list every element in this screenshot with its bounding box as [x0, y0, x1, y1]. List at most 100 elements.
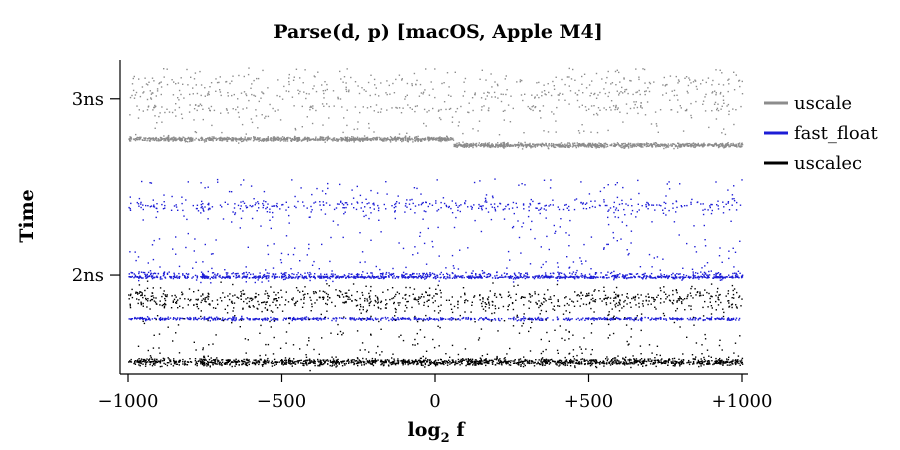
data-point [510, 318, 512, 320]
data-point [327, 317, 329, 320]
data-point [471, 276, 473, 279]
data-point [564, 83, 566, 86]
data-point [237, 139, 239, 141]
data-point [140, 206, 142, 209]
data-point [516, 81, 518, 83]
data-point [627, 277, 630, 279]
data-point [549, 272, 552, 275]
data-point [166, 108, 168, 110]
data-point [258, 140, 260, 142]
data-point [572, 142, 574, 144]
data-point [580, 273, 583, 275]
data-point [496, 274, 498, 277]
data-point [643, 68, 646, 71]
data-point [696, 143, 698, 146]
data-point [201, 205, 203, 208]
data-point [507, 142, 509, 144]
data-point [364, 206, 366, 208]
data-point [582, 144, 584, 147]
data-point [262, 202, 264, 205]
data-point [434, 319, 436, 321]
data-point [735, 317, 738, 319]
data-point [162, 208, 165, 210]
data-point [588, 84, 591, 86]
data-point [195, 137, 197, 140]
data-point [159, 278, 162, 280]
data-point [731, 194, 734, 196]
data-point [219, 276, 221, 278]
data-point [255, 109, 257, 111]
data-point [447, 206, 450, 209]
data-point [667, 146, 670, 148]
data-point [348, 273, 350, 275]
data-point [363, 277, 365, 279]
data-point [219, 274, 221, 277]
data-point [264, 317, 266, 319]
data-point [245, 93, 247, 95]
data-point [391, 316, 394, 319]
data-point [211, 136, 213, 138]
data-point [406, 82, 409, 85]
data-point [599, 91, 601, 94]
data-point [380, 108, 383, 110]
data-point [183, 136, 185, 139]
data-point [288, 214, 290, 217]
data-point [139, 137, 141, 139]
data-point [465, 145, 467, 148]
data-point [498, 145, 500, 147]
data-point [207, 92, 209, 95]
data-point [267, 87, 269, 89]
data-point [580, 275, 582, 277]
data-point [596, 276, 598, 278]
data-point [591, 277, 593, 279]
data-point [727, 189, 729, 191]
data-point [354, 139, 356, 141]
data-point [615, 207, 618, 209]
data-point [615, 277, 617, 279]
data-point [586, 317, 588, 320]
data-point [298, 318, 300, 320]
data-point [322, 136, 324, 139]
data-point [129, 251, 131, 253]
data-point [369, 317, 372, 319]
data-point [643, 143, 645, 145]
data-point [616, 108, 619, 111]
data-point [148, 137, 150, 139]
data-point [414, 105, 417, 108]
data-point [328, 105, 330, 108]
data-point [128, 318, 130, 320]
data-point [462, 141, 464, 143]
data-point [163, 319, 166, 321]
data-point [246, 206, 249, 208]
data-point [571, 146, 574, 148]
data-point [559, 276, 561, 279]
data-point [703, 271, 706, 274]
data-point [720, 318, 722, 320]
data-point [207, 277, 209, 279]
data-point [716, 277, 718, 279]
data-point [451, 318, 454, 320]
data-point [345, 82, 347, 84]
data-point [164, 207, 166, 209]
x-axis-label-subscript: 2 [441, 431, 450, 446]
data-point [610, 109, 612, 111]
data-point [488, 92, 490, 94]
data-point [531, 94, 533, 96]
data-point [212, 137, 215, 140]
data-point [606, 277, 608, 279]
data-point [333, 105, 335, 107]
data-point [251, 277, 254, 279]
data-point [373, 202, 375, 204]
data-point [680, 276, 682, 278]
data-point [337, 98, 339, 100]
data-point [451, 254, 454, 257]
data-point [353, 275, 355, 277]
data-point [558, 144, 560, 147]
data-point [248, 67, 250, 69]
data-point [414, 276, 417, 278]
data-point [202, 203, 204, 205]
data-point [135, 275, 137, 278]
data-point [133, 97, 136, 99]
data-point [626, 318, 628, 321]
data-point [373, 208, 375, 210]
